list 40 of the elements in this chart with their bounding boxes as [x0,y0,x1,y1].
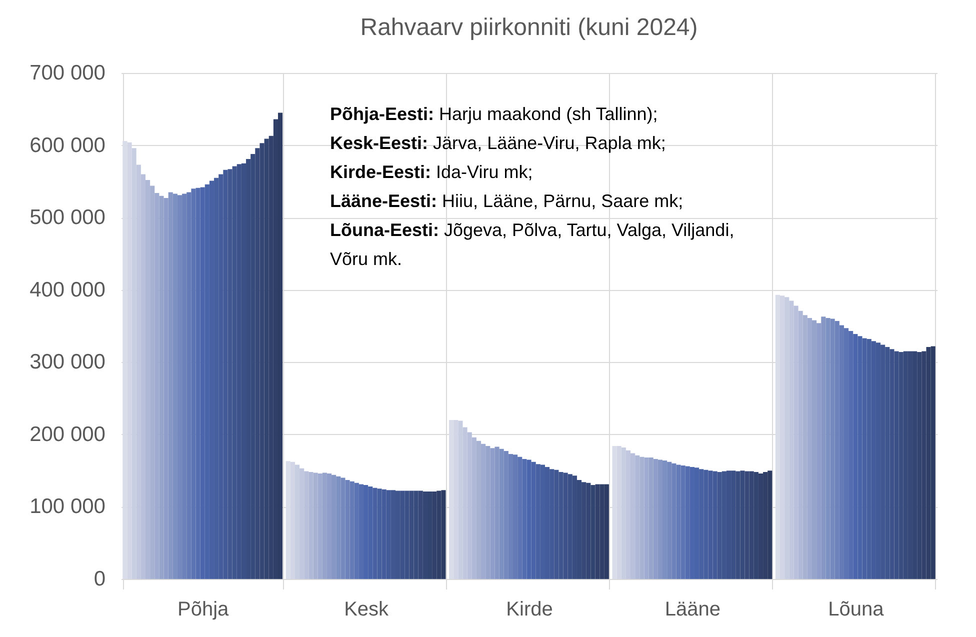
y-tick-label: 300 000 [30,350,106,374]
bar [812,320,817,579]
bar [544,466,550,579]
bar [241,163,246,579]
bar [449,420,454,579]
bar [626,450,631,579]
y-tick-label: 100 000 [30,495,106,518]
y-tick-label: 500 000 [30,206,106,230]
bar [576,480,582,579]
annotation: Põhja-Eesti: Harju maakond (sh Tallinn); [330,103,659,126]
chart-title: Rahvaarv piirkonniti (kuni 2024) [360,14,698,41]
text: Lõuna-Eesti: Jõgeva, Põlva, Tartu, Valga, Viljandi, Võru mk. [330,220,734,269]
bar [726,470,732,579]
bar [427,492,432,579]
bar [177,195,182,579]
annotation: Lääne-Eesti: Hiiu, Lääne, Pärnu, Saare mk; [330,190,684,213]
y-tick-label: 400 000 [30,278,106,302]
bar [358,484,364,579]
x-tick-label: Lõuna [828,598,885,620]
bar [876,342,881,579]
bar [694,468,700,579]
y-tick-label: 600 000 [30,134,106,157]
bar [326,473,332,579]
x-tick-label: Kesk [344,598,390,620]
y-tick-label: 200 000 [30,422,106,446]
bar [758,473,764,579]
bar [476,440,482,579]
bar [908,351,913,579]
y-tick-label: 700 000 [30,62,106,84]
x-tick-label: Põhja [178,598,230,620]
annotation: Kesk-Eesti: Järva, Lääne-Viru, Rapla mk; [330,132,667,155]
bar [844,328,849,579]
bar [209,180,214,579]
annotation: Kirde-Eesti: Ida-Viru mk; [330,161,534,184]
bar [604,484,609,579]
x-tick-label: Lääne [664,598,721,620]
y-tick-label: 0 [94,568,106,590]
bar [508,454,514,579]
x-tick-label: Kirde [506,598,553,620]
bar [294,464,300,579]
